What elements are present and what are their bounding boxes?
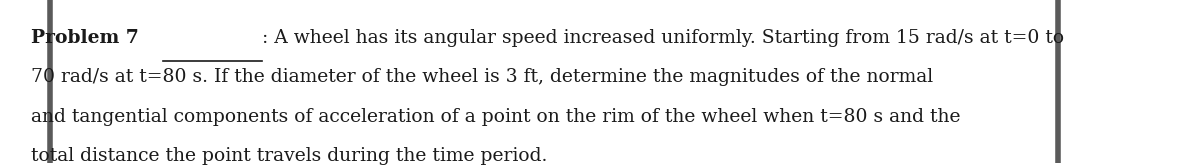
Text: 70 rad/s at t=80 s. If the diameter of the wheel is 3 ft, determine the magnitud: 70 rad/s at t=80 s. If the diameter of t… (31, 68, 934, 86)
Text: total distance the point travels during the time period.: total distance the point travels during … (31, 147, 547, 165)
Text: and tangential components of acceleration of a point on the rim of the wheel whe: and tangential components of acceleratio… (31, 108, 960, 125)
Text: : A wheel has its angular speed increased uniformly. Starting from 15 rad/s at t: : A wheel has its angular speed increase… (262, 29, 1064, 47)
Text: Problem 7: Problem 7 (31, 29, 139, 47)
